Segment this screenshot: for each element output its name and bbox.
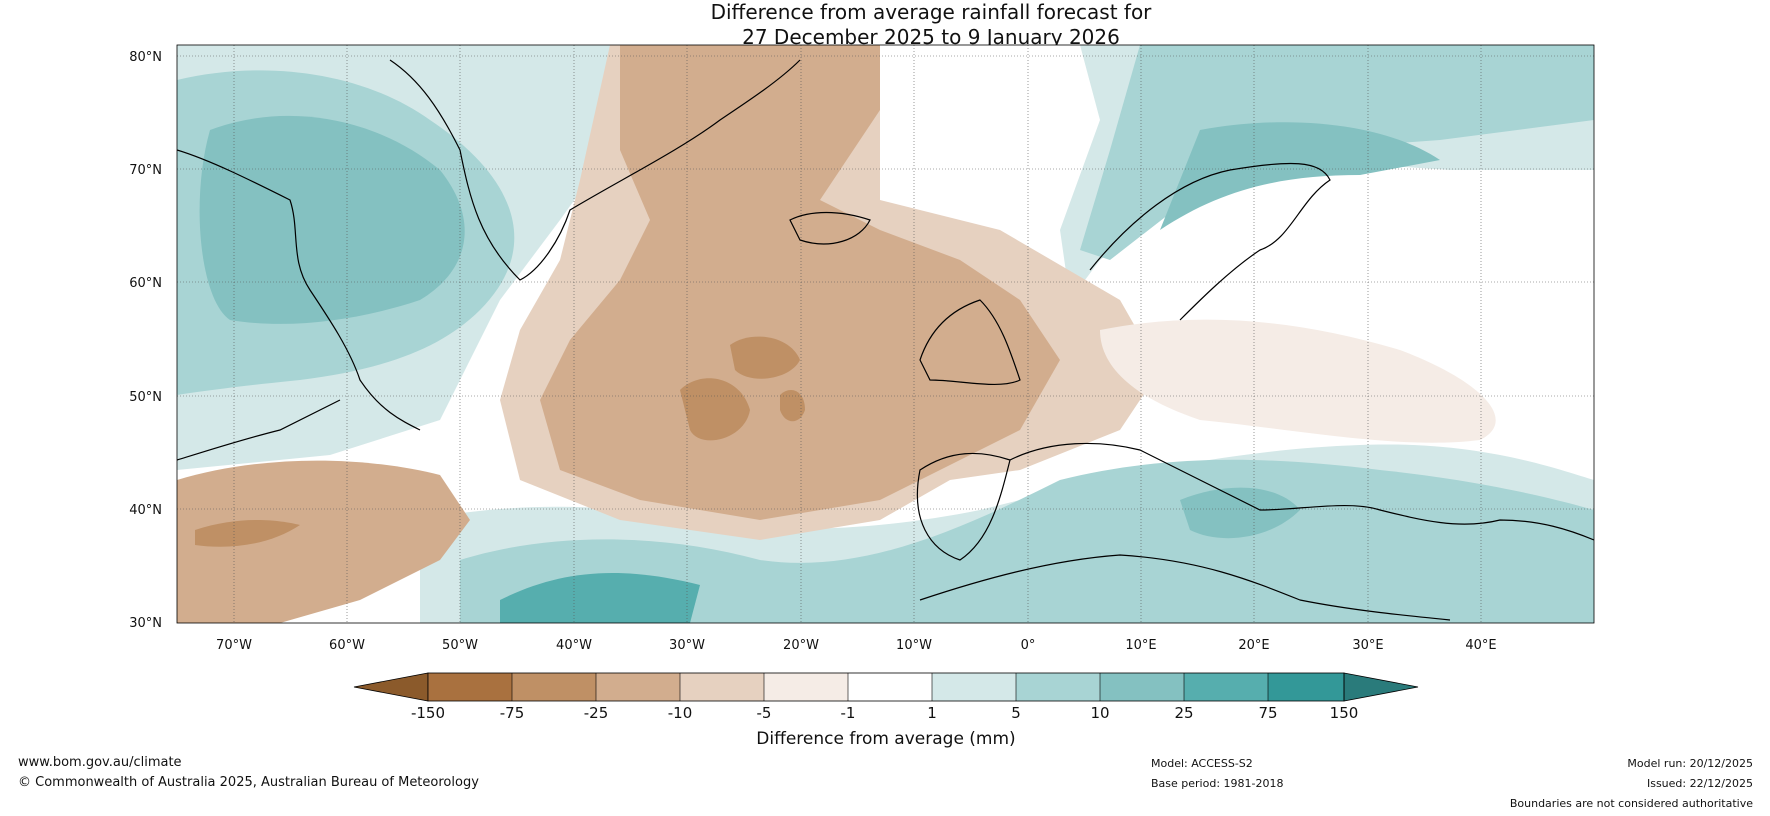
mediterranean-coast [1009, 442, 1594, 541]
lon-label: 60°W [329, 638, 365, 653]
lon-label: 40°W [556, 638, 592, 653]
colorbar: -150 -75 -25 -10 -5 -1 1 5 10 25 75 150 … [353, 672, 1419, 749]
lon-label: 40°E [1465, 638, 1496, 653]
colorbar-tick: 1 [927, 704, 937, 722]
title-line-1: Difference from average rainfall forecas… [710, 0, 1152, 24]
lon-label: 10°W [896, 638, 932, 653]
colorbar-segment [848, 673, 932, 701]
wet-core-greenland [199, 115, 465, 324]
dry-region-southwest [177, 460, 470, 623]
dry-peak-southwest [195, 520, 300, 547]
colorbar-segment [596, 673, 680, 701]
footer-website: www.bom.gov.au/climate [18, 755, 182, 770]
light-dry-europe [1100, 319, 1496, 443]
wet-core-norway [1160, 122, 1440, 230]
colorbar-tick: -75 [500, 704, 525, 722]
footer-model-run: Model run: 20/12/2025 [1627, 757, 1753, 770]
lon-label: 20°W [783, 638, 819, 653]
dry-peak-2 [730, 336, 800, 379]
map-title: Difference from average rainfall forecas… [0, 0, 1770, 50]
colorbar-tick: -1 [841, 704, 856, 722]
colorbar-extend-high [1343, 672, 1419, 702]
colorbar-tick: 75 [1258, 704, 1277, 722]
wet-region-mediterranean [460, 459, 1594, 623]
dry-peak-1 [680, 378, 750, 441]
map-frame [176, 44, 1595, 624]
footer-copyright: © Commonwealth of Australia 2025, Austra… [18, 775, 479, 790]
colorbar-segment [932, 673, 1016, 701]
greenland-coast [389, 59, 801, 281]
colorbar-segment [1268, 673, 1344, 701]
colorbar-tick: 10 [1090, 704, 1109, 722]
lat-label: 70°N [129, 163, 162, 178]
dry-peak-3 [780, 390, 805, 422]
colorbar-segment [680, 673, 764, 701]
colorbar-segment [1184, 673, 1268, 701]
longitude-labels: 70°W 60°W 50°W 40°W 30°W 20°W 10°W 0° 10… [216, 638, 1497, 653]
wet-core-atlantic [500, 573, 700, 623]
iceland-coast [789, 211, 871, 245]
footer-disclaimer: Boundaries are not considered authoritat… [1509, 797, 1753, 810]
footer-issued: Issued: 22/12/2025 [1646, 777, 1753, 790]
scandinavia-coast [1089, 162, 1331, 321]
colorbar-tick: 150 [1330, 704, 1359, 722]
lon-label: 30°E [1352, 638, 1383, 653]
lon-label: 50°W [442, 638, 478, 653]
colorbar-frame [427, 672, 1345, 702]
colorbar-segment [428, 673, 512, 701]
lon-label: 20°E [1238, 638, 1269, 653]
colorbar-extend-low [353, 672, 429, 702]
british-isles-coast [919, 299, 1021, 386]
colorbar-tick: -10 [668, 704, 693, 722]
lat-label: 40°N [129, 503, 162, 518]
footer-base-period: Base period: 1981-2018 [1151, 777, 1284, 790]
lon-label: 10°E [1125, 638, 1156, 653]
lat-label: 80°N [129, 50, 162, 65]
colorbar-tick: -150 [411, 704, 445, 722]
canada-coast [177, 149, 421, 431]
coastlines [177, 59, 1594, 621]
colorbar-label: Difference from average (mm) [756, 729, 1015, 749]
africa-coast [919, 554, 1451, 621]
us-coast [177, 399, 341, 461]
iberia-coast [916, 452, 1011, 561]
map-panel [176, 44, 1595, 624]
lat-label: 50°N [129, 390, 162, 405]
gridlines [177, 45, 1594, 623]
anomaly-fields [177, 45, 1594, 623]
colorbar-tick: -25 [584, 704, 609, 722]
latitude-labels: 80°N 70°N 60°N 50°N 40°N 30°N [129, 50, 162, 631]
colorbar-tick: 25 [1174, 704, 1193, 722]
colorbar-segment [764, 673, 848, 701]
dry-core-atlantic [540, 45, 1060, 520]
lat-label: 30°N [129, 616, 162, 631]
colorbar-segment [1100, 673, 1184, 701]
lon-label: 70°W [216, 638, 252, 653]
colorbar-segment [512, 673, 596, 701]
colorbar-segment [1016, 673, 1100, 701]
lat-label: 60°N [129, 276, 162, 291]
colorbar-tick: -5 [757, 704, 772, 722]
lon-label: 0° [1021, 638, 1036, 653]
wet-region-scandinavia [1080, 45, 1594, 260]
footer-model: Model: ACCESS-S2 [1151, 757, 1253, 770]
wet-core-italy [1180, 487, 1300, 539]
lon-label: 30°W [669, 638, 705, 653]
colorbar-tick: 5 [1011, 704, 1021, 722]
colorbar-dividers [511, 673, 1269, 701]
